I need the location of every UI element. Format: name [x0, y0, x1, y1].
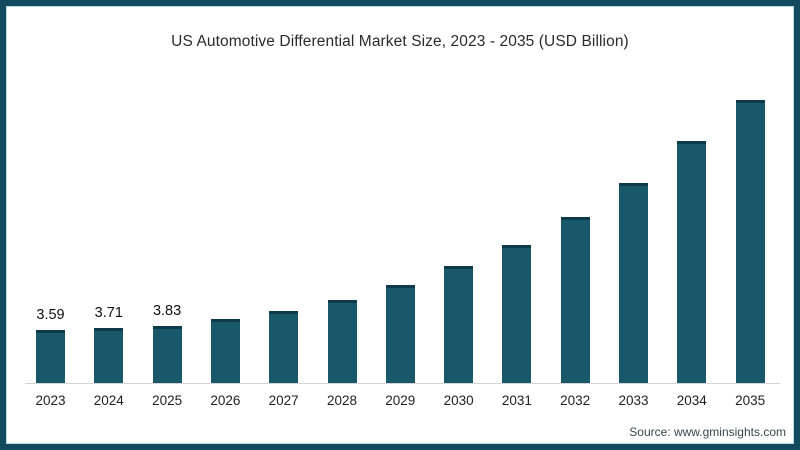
bar-2023 [36, 330, 65, 383]
x-tick-label: 2034 [676, 393, 707, 408]
bar-top-cap [444, 266, 474, 269]
x-tick-label: 2027 [268, 393, 299, 408]
bar-2026 [210, 319, 240, 383]
bar-2024 [94, 328, 124, 383]
bar-2032 [560, 217, 590, 383]
bar-top-cap [36, 330, 65, 333]
bar-2027 [269, 311, 299, 383]
bar-top-cap [327, 300, 357, 303]
x-tick-label: 2035 [735, 393, 766, 408]
bar-top-cap [677, 141, 707, 144]
x-tick-label: 2033 [618, 393, 649, 408]
bar-top-cap [560, 217, 590, 220]
x-tick-label: 2024 [93, 393, 124, 408]
bar-2028 [327, 300, 357, 383]
bar-top-cap [94, 328, 124, 331]
bar-value-label: 3.83 [152, 303, 182, 319]
x-tick-label: 2030 [443, 393, 474, 408]
bar-top-cap [735, 100, 765, 103]
chart-title: US Automotive Differential Market Size, … [171, 33, 629, 50]
x-tick-label: 2029 [385, 393, 416, 408]
bar-2033 [619, 183, 648, 383]
bar-top-cap [152, 326, 182, 329]
x-tick-label: 2025 [152, 393, 183, 408]
bar-top-cap [210, 319, 240, 322]
bar-value-label: 3.71 [94, 305, 123, 321]
bar-top-cap [502, 245, 532, 248]
x-axis-line [25, 383, 780, 384]
bar-value-label: 3.59 [36, 307, 65, 323]
bar-top-cap [619, 183, 648, 186]
x-tick-label: 2028 [326, 393, 358, 408]
bar-2034 [677, 141, 707, 383]
bar-2025 [152, 326, 182, 383]
bar-2029 [385, 285, 415, 383]
x-tick-label: 2031 [501, 393, 532, 408]
bar-2030 [444, 266, 474, 383]
x-tick-label: 2023 [35, 393, 66, 408]
x-tick-label: 2032 [560, 393, 591, 408]
bar-2035 [735, 100, 765, 383]
source-attribution: Source: www.gminsights.com [629, 425, 786, 439]
bar-top-cap [385, 285, 415, 288]
bar-2031 [502, 245, 532, 383]
x-tick-label: 2026 [210, 393, 241, 408]
bar-top-cap [269, 311, 299, 314]
